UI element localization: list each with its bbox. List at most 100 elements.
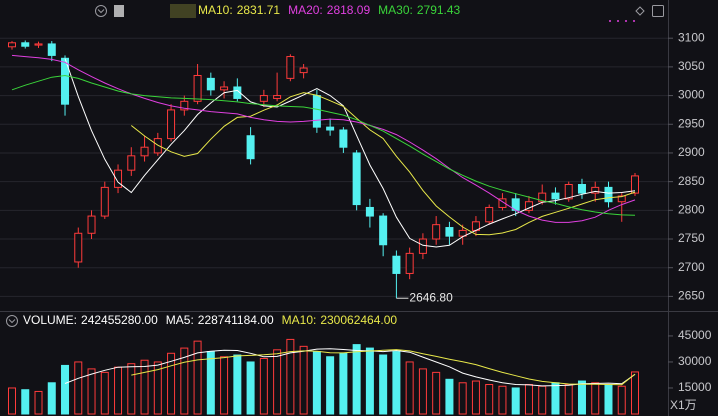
volume-bar (471, 380, 480, 415)
volume-bar (418, 368, 427, 415)
collapse-icon[interactable] (6, 315, 18, 327)
low-label: 2646.80 (409, 290, 453, 304)
y-tick-label: 2750 (678, 231, 705, 245)
diamond-icon[interactable] (635, 6, 645, 16)
candle-body (392, 255, 401, 274)
legend-value: 228741184.00 (198, 313, 274, 327)
candle-body (379, 215, 388, 246)
candle-body (352, 152, 361, 206)
y-tick-label: 2900 (678, 145, 705, 159)
y-tick-label: 3000 (678, 88, 705, 102)
candle-body (591, 186, 600, 194)
legend-value: 2791.43 (417, 3, 461, 17)
ma-line (11, 74, 636, 216)
candle-body (458, 229, 467, 237)
candle-body (47, 43, 56, 56)
y-tick-label: 3050 (678, 59, 705, 73)
candle-body (577, 184, 586, 194)
volume-bar (591, 382, 600, 415)
candle-body (564, 184, 573, 200)
volume-bar (392, 351, 401, 415)
candle-body (312, 95, 321, 128)
volume-unit: X1万 (670, 398, 697, 412)
ma-line (11, 54, 636, 223)
candle-body (21, 42, 30, 47)
legend-name: MA10: (198, 3, 233, 17)
volume-bar (220, 356, 229, 415)
y-tick-label: 3100 (678, 30, 705, 44)
blurred-label (170, 4, 196, 18)
legend-value: 2831.71 (237, 3, 281, 17)
volume-bar (538, 385, 547, 415)
volume-bar (127, 363, 136, 415)
candle-body (485, 206, 494, 223)
candle-body (299, 67, 308, 74)
volume-bar (432, 371, 441, 415)
volume-bar (458, 382, 467, 415)
candle-body (259, 95, 268, 102)
volume-bar (34, 390, 43, 415)
candle-body (286, 56, 295, 79)
volume-bar (21, 389, 30, 415)
volume-bar (100, 371, 109, 415)
legend-name: MA5: (166, 313, 194, 327)
volume-bar (564, 384, 573, 415)
candle-body (551, 192, 560, 200)
candle-body (498, 198, 507, 208)
candle-body (167, 109, 176, 140)
volume-bar (8, 387, 16, 415)
volume-bar (61, 364, 70, 415)
volume-bar (405, 361, 414, 415)
blurred-label (114, 5, 124, 17)
ma-line (130, 92, 636, 236)
y-tick-label: 2850 (678, 174, 705, 188)
candle-body (8, 42, 16, 48)
volume-bar (326, 356, 335, 415)
candle-body (432, 224, 441, 240)
candle-body (631, 175, 639, 194)
candle-body (365, 206, 374, 217)
candle-body (246, 135, 255, 160)
volume-bar (352, 344, 361, 415)
candle-body (153, 138, 162, 154)
volume-bar (47, 382, 56, 415)
volume-bar (74, 361, 83, 415)
candle-body (273, 95, 282, 99)
collapse-icon[interactable] (95, 5, 107, 17)
legend-value: 2818.09 (327, 3, 371, 17)
window-icon[interactable] (652, 5, 664, 17)
y-tick-label: 2950 (678, 116, 705, 130)
legend-value: 242455280.00 (81, 313, 158, 327)
volume-bar (273, 349, 282, 415)
candle-body (538, 192, 547, 203)
legend-name: MA10: (282, 313, 317, 327)
candle-body (140, 146, 149, 157)
volume-bar (365, 347, 374, 415)
volume-bar (312, 351, 321, 415)
candle-body (87, 215, 96, 234)
volume-bar (379, 354, 388, 415)
y-tick-label: 2650 (678, 289, 705, 303)
collapse-icon-arrow (8, 319, 16, 324)
volume-bar (114, 366, 123, 415)
candle-body (193, 74, 202, 102)
more-dots[interactable] (609, 20, 635, 22)
volume-bar (286, 338, 295, 415)
legend-name: VOLUME: (23, 313, 77, 327)
candle-body (326, 126, 335, 131)
volume-bar (193, 340, 202, 415)
y-tick-label: 45000 (678, 328, 712, 342)
volume-bar (631, 371, 639, 415)
volume-bar (604, 384, 613, 415)
volume-bar (246, 361, 255, 415)
y-tick-label: 2700 (678, 260, 705, 274)
volume-bar (445, 378, 454, 415)
candle-body (418, 238, 427, 254)
volume-bar (577, 380, 586, 415)
y-tick-label: 2800 (678, 202, 705, 216)
volume-bar (167, 352, 176, 415)
volume-bar (524, 384, 533, 415)
volume-bar (485, 384, 494, 415)
volume-bar (617, 385, 626, 415)
